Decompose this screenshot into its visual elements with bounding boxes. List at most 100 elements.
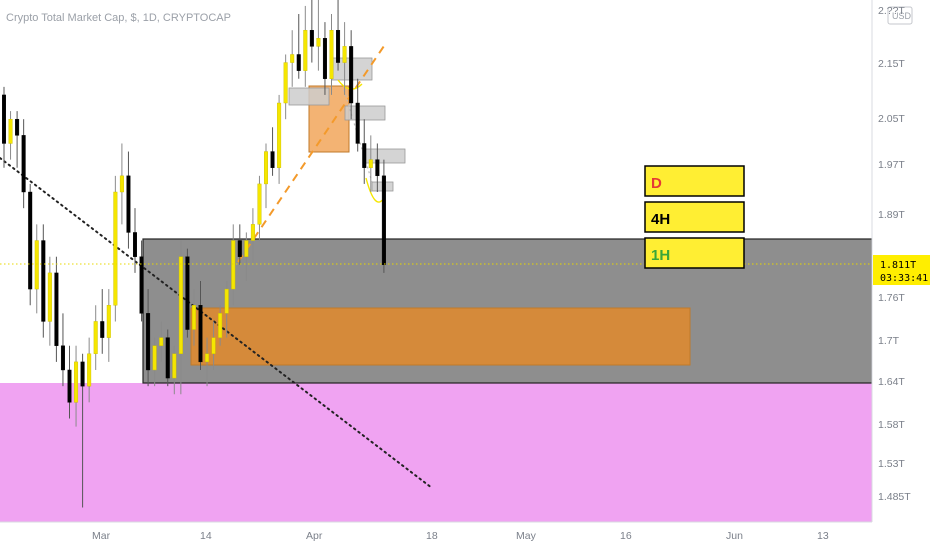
price-label-top: 2.??T <box>878 5 905 17</box>
timeframe-label-d: D <box>651 175 662 192</box>
candle-body-down <box>185 256 190 330</box>
candle <box>34 224 39 314</box>
candle-body-up <box>290 54 295 63</box>
candle <box>237 224 242 265</box>
candle <box>87 337 92 403</box>
candle-body-down <box>67 369 72 403</box>
candle <box>316 0 321 71</box>
candle <box>336 0 341 71</box>
candle <box>21 119 26 209</box>
candle <box>329 14 334 95</box>
candle-body-up <box>93 321 98 354</box>
candle-body-down <box>2 94 6 144</box>
timeframe-box-d: D <box>644 165 745 197</box>
price-label: 1.7T <box>878 335 900 347</box>
candle-body-up <box>283 62 288 104</box>
candle-body-down <box>126 175 131 233</box>
candle <box>368 135 373 192</box>
candle-body-up <box>205 353 210 363</box>
currency-badge[interactable]: USD <box>887 6 913 25</box>
candle-body-up <box>152 345 157 371</box>
candle <box>2 86 6 168</box>
candle <box>283 54 288 120</box>
candle <box>119 143 124 225</box>
candle-body-down <box>355 102 360 144</box>
candle <box>224 280 229 338</box>
price-label: 1.58T <box>878 419 905 431</box>
candle-body-up <box>303 29 308 71</box>
candle-body-up <box>342 46 347 63</box>
candle <box>139 240 144 322</box>
time-axis[interactable] <box>0 522 872 550</box>
candle-body-down <box>362 143 367 168</box>
candle-body-up <box>316 38 321 47</box>
candle <box>67 345 72 419</box>
candle <box>126 151 131 249</box>
candle-body-down <box>54 272 59 346</box>
candle-body-up <box>159 337 164 346</box>
candle-body-down <box>165 337 170 379</box>
candle <box>152 337 157 387</box>
candle <box>290 30 295 87</box>
candle-body-up <box>277 102 282 168</box>
candle <box>185 248 190 338</box>
time-label: 14 <box>200 530 212 542</box>
candle <box>296 14 301 79</box>
candle-body-down <box>15 118 20 136</box>
candle <box>250 208 255 265</box>
price-label: 1.76T <box>878 292 905 304</box>
candle-body-up <box>329 29 334 79</box>
candle <box>41 224 46 338</box>
candle <box>159 321 164 362</box>
candle-body-down <box>60 345 65 371</box>
candle <box>8 111 13 160</box>
time-label: Mar <box>92 530 111 542</box>
candle <box>349 30 354 120</box>
candle-body-up <box>211 337 216 354</box>
last-price-value: 1.811T <box>880 260 916 271</box>
candle <box>277 94 282 184</box>
candle <box>172 345 177 395</box>
candle-body-down <box>349 46 354 104</box>
candle <box>15 111 20 168</box>
pink-demand-zone <box>0 383 872 522</box>
candle <box>375 143 380 192</box>
candle-body-down <box>381 175 386 266</box>
candle <box>28 183 33 306</box>
candle <box>178 240 183 395</box>
candle-body-down <box>375 159 380 177</box>
candle <box>132 208 137 273</box>
candle-body-up <box>218 313 223 338</box>
candle-body-up <box>244 240 249 257</box>
candle-body-down <box>322 38 327 79</box>
candle <box>205 337 210 387</box>
candle <box>270 127 275 176</box>
candle-body-up <box>119 175 124 193</box>
candle <box>74 345 79 427</box>
candle-body-up <box>368 159 373 168</box>
gray-box-2 <box>288 87 330 106</box>
candle-body-down <box>132 232 137 257</box>
candle <box>80 353 85 508</box>
candle <box>198 280 203 370</box>
candle-body-down <box>296 54 301 71</box>
candle <box>211 321 216 370</box>
candle-body-up <box>172 353 177 379</box>
candle-body-up <box>257 183 262 225</box>
price-label: 1.485T <box>878 491 911 503</box>
candle-body-down <box>100 321 105 338</box>
candle <box>146 289 151 387</box>
chart-title: Crypto Total Market Cap, $, 1D, CRYPTOCA… <box>6 12 231 24</box>
descending-trendline <box>0 157 433 489</box>
candle <box>355 78 360 152</box>
candle <box>165 329 170 387</box>
candle <box>113 175 118 322</box>
candle-body-up <box>87 353 92 387</box>
candle <box>264 143 269 209</box>
price-label: 1.97T <box>878 159 905 171</box>
candle <box>100 289 105 354</box>
candle-body-up <box>47 272 52 322</box>
candle-body-up <box>264 151 269 185</box>
price-label: 2.15T <box>878 58 905 70</box>
